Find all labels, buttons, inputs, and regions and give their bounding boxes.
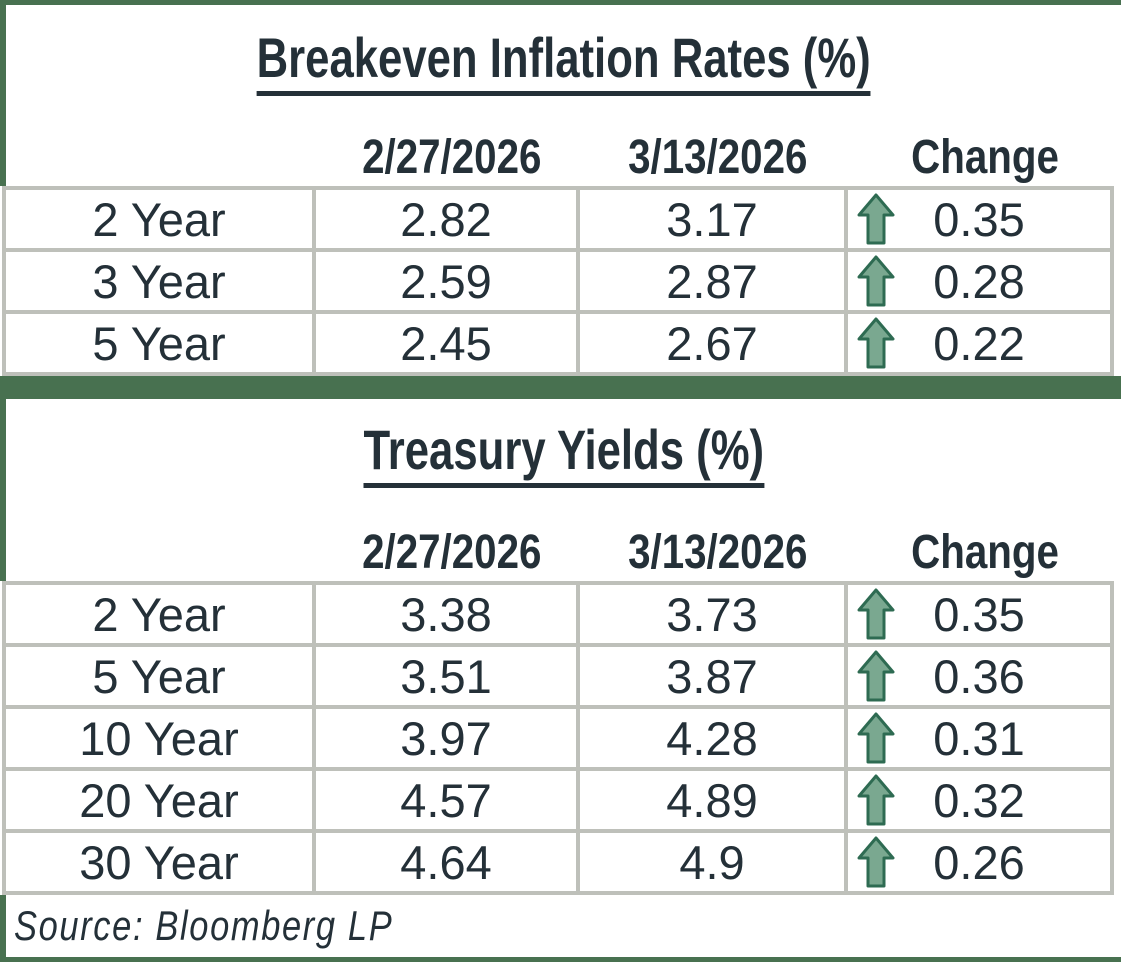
up-arrow-icon xyxy=(857,255,895,307)
curr-value-cell: 4.9 xyxy=(580,833,844,891)
prev-value-cell: 2.45 xyxy=(316,314,576,372)
curr-value-cell: 3.17 xyxy=(580,190,844,248)
up-arrow-icon xyxy=(857,193,895,245)
change-cell: 0.31 xyxy=(848,709,1110,767)
up-arrow-icon xyxy=(857,588,895,640)
column-header-date-curr: 3/13/2026 xyxy=(628,131,808,184)
treasury-data-grid: 2 Year 3.38 3.73 0.35 5 Year 3.51 3.87 0.36 10… xyxy=(2,581,1114,895)
breakeven-table-header: Breakeven Inflation Rates (%) 2/27/2026 … xyxy=(0,0,1121,186)
row-label-cell: 5 Year xyxy=(6,314,312,372)
change-cell: 0.35 xyxy=(848,190,1110,248)
prev-value-cell: 3.97 xyxy=(316,709,576,767)
source-note: Source: Bloomberg LP xyxy=(14,902,394,949)
curr-value-cell: 2.87 xyxy=(580,252,844,310)
column-header-date-prev: 2/27/2026 xyxy=(362,131,542,184)
breakeven-inflation-table: Breakeven Inflation Rates (%) 2/27/2026 … xyxy=(0,0,1121,376)
change-value: 0.26 xyxy=(933,835,1025,889)
up-arrow-icon xyxy=(857,712,895,764)
curr-value-cell: 4.28 xyxy=(580,709,844,767)
curr-value-cell: 3.87 xyxy=(580,647,844,705)
prev-value-cell: 2.82 xyxy=(316,190,576,248)
row-label-cell: 5 Year xyxy=(6,647,312,705)
change-cell: 0.22 xyxy=(848,314,1110,372)
prev-value-cell: 3.51 xyxy=(316,647,576,705)
prev-value-cell: 4.64 xyxy=(316,833,576,891)
column-header-change: Change xyxy=(911,526,1059,579)
change-value: 0.36 xyxy=(933,649,1025,703)
column-header-empty xyxy=(12,134,318,182)
change-value: 0.35 xyxy=(933,192,1025,246)
treasury-yields-table: Treasury Yields (%) 2/27/2026 3/13/2026 … xyxy=(0,399,1121,895)
prev-value-cell: 2.59 xyxy=(316,252,576,310)
breakeven-data-grid: 2 Year 2.82 3.17 0.35 3 Year 2.59 2.87 0.28 5 … xyxy=(2,186,1114,376)
row-label-cell: 3 Year xyxy=(6,252,312,310)
curr-value-cell: 2.67 xyxy=(580,314,844,372)
source-row: Source: Bloomberg LP xyxy=(0,895,1121,957)
column-header-date-curr: 3/13/2026 xyxy=(628,526,808,579)
change-cell: 0.36 xyxy=(848,647,1110,705)
change-value: 0.28 xyxy=(933,254,1025,308)
row-label-cell: 2 Year xyxy=(6,585,312,643)
row-label-cell: 20 Year xyxy=(6,771,312,829)
breakeven-column-headers: 2/27/2026 3/13/2026 Change xyxy=(8,134,1121,186)
row-label-cell: 30 Year xyxy=(6,833,312,891)
change-value: 0.35 xyxy=(933,587,1025,641)
change-value: 0.22 xyxy=(933,316,1025,370)
row-label-cell: 10 Year xyxy=(6,709,312,767)
green-divider-band xyxy=(0,376,1121,399)
treasury-table-title: Treasury Yields (%) xyxy=(6,420,1121,488)
change-cell: 0.32 xyxy=(848,771,1110,829)
up-arrow-icon xyxy=(857,836,895,888)
treasury-column-headers: 2/27/2026 3/13/2026 Change xyxy=(8,529,1121,581)
prev-value-cell: 4.57 xyxy=(316,771,576,829)
up-arrow-icon xyxy=(857,774,895,826)
column-header-empty xyxy=(12,529,318,577)
bottom-green-border xyxy=(0,957,1121,962)
change-value: 0.32 xyxy=(933,773,1025,827)
change-cell: 0.28 xyxy=(848,252,1110,310)
treasury-table-header: Treasury Yields (%) 2/27/2026 3/13/2026 … xyxy=(0,399,1121,581)
up-arrow-icon xyxy=(857,317,895,369)
curr-value-cell: 3.73 xyxy=(580,585,844,643)
curr-value-cell: 4.89 xyxy=(580,771,844,829)
column-header-change: Change xyxy=(911,131,1059,184)
prev-value-cell: 3.38 xyxy=(316,585,576,643)
change-value: 0.31 xyxy=(933,711,1025,765)
change-cell: 0.35 xyxy=(848,585,1110,643)
breakeven-table-title: Breakeven Inflation Rates (%) xyxy=(6,28,1121,96)
row-label-cell: 2 Year xyxy=(6,190,312,248)
column-header-date-prev: 2/27/2026 xyxy=(362,526,542,579)
change-cell: 0.26 xyxy=(848,833,1110,891)
up-arrow-icon xyxy=(857,650,895,702)
